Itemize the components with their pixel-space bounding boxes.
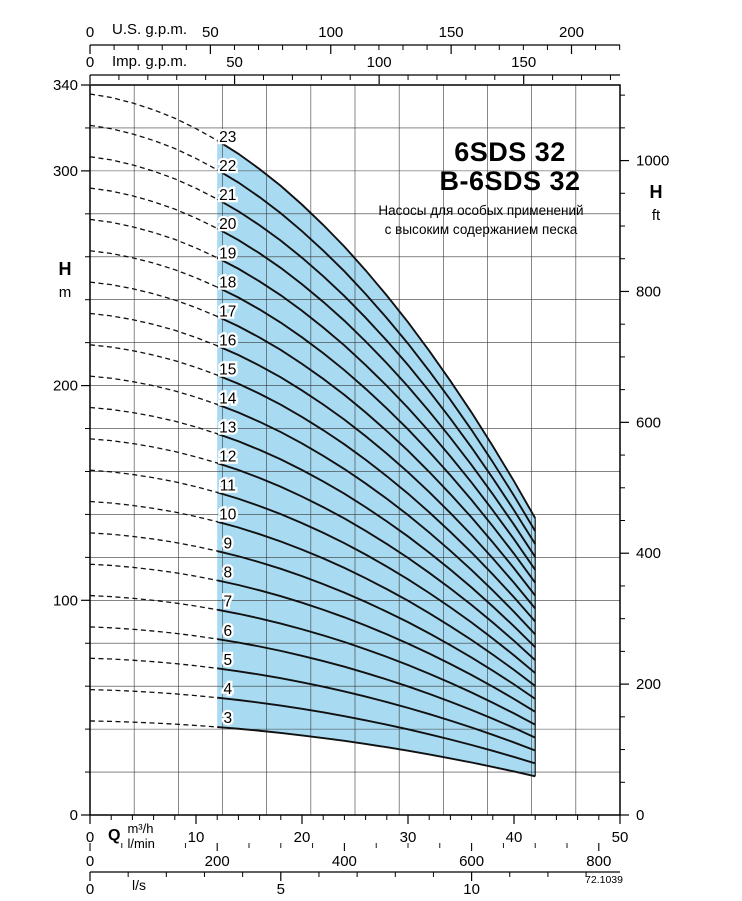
head-symbol: H [58,259,72,279]
chart-subtitle: Насосы для особых применений с высоким с… [350,201,612,239]
svg-text:11: 11 [220,478,236,495]
svg-text:8: 8 [223,565,232,582]
svg-text:400: 400 [332,853,357,870]
imp-gpm-axis-label: Imp. g.p.m. [112,53,188,70]
svg-text:18: 18 [219,274,236,291]
svg-text:1000: 1000 [636,153,669,170]
svg-text:200: 200 [636,676,661,693]
head-axis-label-left: H m [52,260,78,300]
svg-text:17: 17 [219,303,236,320]
svg-text:200: 200 [559,24,584,41]
svg-text:150: 150 [511,54,536,71]
svg-text:300: 300 [53,163,78,180]
svg-text:0: 0 [636,807,644,824]
svg-text:200: 200 [53,378,78,395]
svg-text:20: 20 [219,216,237,233]
flow-symbol: Q [108,827,121,844]
svg-text:200: 200 [205,853,230,870]
svg-text:400: 400 [636,545,661,562]
head-symbol-ft: H [649,182,663,202]
svg-text:0: 0 [70,807,78,824]
figure-code: 72.1039 [585,874,623,886]
svg-text:20: 20 [294,829,311,846]
svg-text:50: 50 [226,54,243,71]
svg-text:12: 12 [219,449,236,466]
svg-text:14: 14 [219,390,237,407]
svg-text:800: 800 [586,853,611,870]
chart-title-line1: 6SDS 32 [454,137,566,167]
svg-text:5: 5 [277,881,285,898]
us-gpm-axis-label: U.S. g.p.m. [112,21,188,38]
svg-text:5: 5 [223,652,232,669]
svg-text:100: 100 [318,24,343,41]
head-unit-m: m [58,284,72,301]
svg-text:16: 16 [219,332,236,349]
svg-text:19: 19 [219,245,236,262]
svg-text:50: 50 [202,24,219,41]
chart-subtitle-line2: с высоким содержанием песка [384,222,578,237]
svg-text:21: 21 [219,187,236,204]
svg-text:6: 6 [223,623,232,640]
svg-text:600: 600 [459,853,484,870]
svg-text:50: 50 [612,829,629,846]
head-axis-label-right: H ft [643,183,669,223]
svg-text:13: 13 [219,419,236,436]
svg-text:0: 0 [86,829,94,846]
svg-text:15: 15 [219,361,236,378]
chart-title-line2: B-6SDS 32 [439,166,581,196]
svg-text:4: 4 [223,681,232,698]
flow-unit-m3h: m³/h [127,821,154,836]
chart-subtitle-line1: Насосы для особых применений [378,203,584,218]
chart-title: 6SDS 32 B-6SDS 32 [400,138,620,196]
svg-text:100: 100 [367,54,392,71]
svg-text:0: 0 [86,24,94,41]
svg-text:600: 600 [636,414,661,431]
svg-text:0: 0 [86,54,94,71]
flow-axis-label: Q m³/h l/min [108,821,155,851]
svg-text:10: 10 [188,829,205,846]
svg-text:23: 23 [219,129,236,146]
svg-text:30: 30 [400,829,417,846]
svg-text:10: 10 [219,507,237,524]
flow-unit-ls-label: l/s [132,877,146,893]
head-unit-ft: ft [651,207,661,224]
flow-unit-lmin: l/min [127,836,155,851]
svg-text:800: 800 [636,283,661,300]
svg-text:40: 40 [506,829,523,846]
svg-text:9: 9 [223,536,232,553]
svg-text:100: 100 [53,592,78,609]
svg-text:340: 340 [53,77,78,94]
svg-text:22: 22 [219,158,236,175]
svg-text:7: 7 [223,594,232,611]
svg-text:0: 0 [86,853,94,870]
svg-text:3: 3 [223,710,232,727]
svg-text:150: 150 [439,24,464,41]
svg-text:10: 10 [463,881,480,898]
svg-text:0: 0 [86,881,94,898]
